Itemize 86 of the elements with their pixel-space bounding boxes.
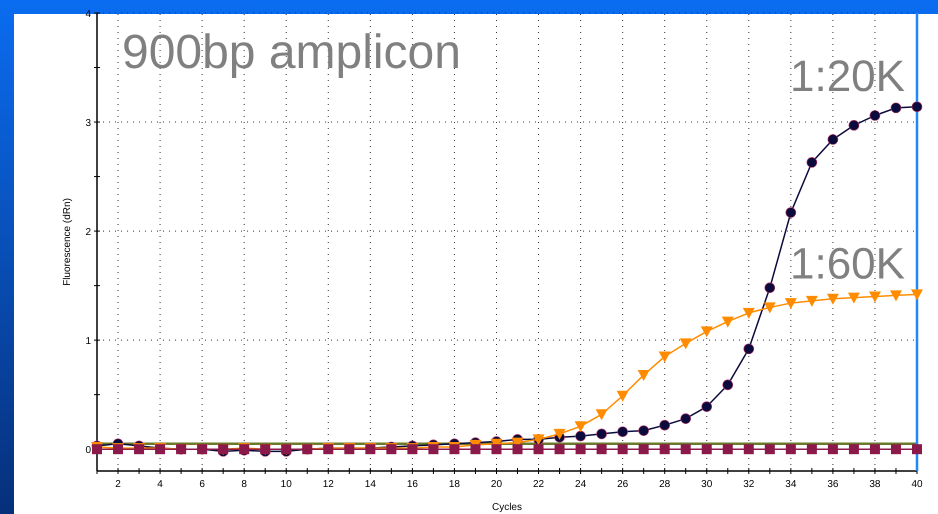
- x-tick-label: 16: [406, 479, 418, 490]
- point: [616, 390, 629, 402]
- x-tick-label: 40: [911, 479, 923, 490]
- x-tick-label: 20: [490, 479, 502, 490]
- x-tick-label: 34: [785, 479, 797, 490]
- point: [617, 426, 628, 438]
- x-tick-label: 18: [448, 479, 460, 490]
- point: [700, 326, 713, 338]
- point: [890, 290, 902, 302]
- point: [701, 401, 712, 412]
- point: [554, 444, 565, 454]
- point: [764, 302, 776, 314]
- point: [576, 444, 586, 454]
- x-tick-label: 8: [241, 479, 248, 490]
- point: [491, 444, 502, 454]
- point: [786, 444, 796, 454]
- point: [806, 444, 817, 454]
- series-label: 1:20K: [790, 52, 905, 101]
- point: [596, 444, 607, 454]
- point: [534, 444, 544, 454]
- point: [470, 444, 480, 454]
- point: [764, 282, 776, 294]
- point: [744, 444, 754, 454]
- x-tick-label: 22: [532, 479, 545, 490]
- point: [806, 296, 818, 307]
- point: [868, 292, 881, 303]
- point: [828, 444, 838, 454]
- point: [806, 157, 818, 168]
- point: [743, 344, 754, 354]
- point: [828, 134, 838, 145]
- point: [890, 444, 901, 454]
- chart-title: 900bp amplicon: [122, 26, 461, 79]
- point: [848, 292, 860, 304]
- point: [784, 298, 797, 310]
- x-tick-label: 32: [743, 479, 755, 490]
- x-tick-label: 4: [157, 479, 164, 490]
- point: [702, 444, 712, 454]
- point: [638, 370, 650, 382]
- point: [680, 444, 691, 454]
- point: [848, 444, 859, 454]
- y-tick-label: 3: [85, 118, 92, 130]
- x-tick-label: 26: [617, 479, 629, 490]
- point: [680, 338, 692, 350]
- series-label: 1:60K: [790, 239, 905, 288]
- x-tick-label: 14: [364, 479, 376, 490]
- x-tick-label: 6: [199, 479, 206, 490]
- point: [638, 425, 649, 436]
- point: [870, 110, 880, 121]
- point: [912, 101, 922, 112]
- x-tick-label: 28: [659, 479, 671, 490]
- x-tick-label: 2: [115, 479, 122, 490]
- x-tick-label: 10: [280, 479, 292, 490]
- point: [574, 421, 587, 432]
- x-tick-label: 12: [322, 479, 334, 490]
- point: [848, 120, 860, 131]
- point: [912, 444, 922, 454]
- y-tick-label: 2: [85, 227, 92, 238]
- x-axis-title: Cycles: [492, 502, 522, 513]
- point: [911, 289, 923, 300]
- point: [722, 380, 734, 390]
- point: [554, 428, 566, 440]
- point: [870, 444, 880, 454]
- point: [658, 352, 671, 362]
- point: [659, 420, 670, 430]
- point: [826, 294, 839, 305]
- point: [742, 308, 755, 319]
- point: [680, 413, 692, 424]
- y-axis-title: Fluorescence (dRn): [62, 198, 73, 286]
- y-tick-label: 0: [85, 445, 92, 456]
- point: [660, 444, 670, 454]
- point: [618, 444, 628, 454]
- x-tick-label: 38: [869, 479, 881, 490]
- point: [638, 444, 649, 454]
- point: [596, 409, 608, 420]
- x-tick-label: 30: [701, 479, 713, 490]
- x-tick-label: 24: [575, 479, 587, 490]
- x-tick-label: 36: [827, 479, 839, 490]
- point: [890, 102, 902, 114]
- y-tick-label: 1: [85, 336, 92, 348]
- point: [722, 444, 733, 454]
- point: [786, 207, 796, 218]
- point: [764, 444, 775, 454]
- point: [596, 428, 607, 440]
- point: [575, 430, 586, 442]
- point: [512, 444, 523, 454]
- point: [722, 316, 734, 328]
